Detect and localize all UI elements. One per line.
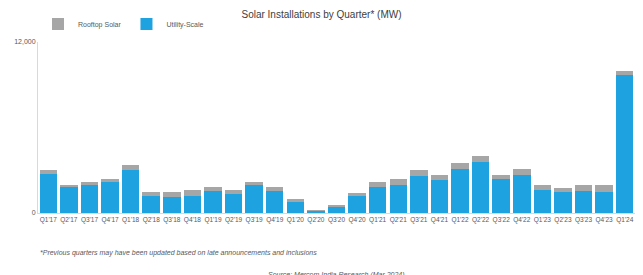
svg-text:Q4'22: Q4'22 [513, 216, 531, 224]
svg-text:Source: Mercom India Research: Source: Mercom India Research (Mar 2024) [268, 271, 405, 275]
svg-text:0: 0 [32, 209, 36, 216]
svg-text:Q4'19: Q4'19 [266, 216, 284, 224]
svg-text:Q4'20: Q4'20 [349, 216, 367, 224]
svg-text:Q3'19: Q3'19 [246, 216, 264, 224]
svg-text:Q1'19: Q1'19 [204, 216, 222, 224]
svg-text:Q1'22: Q1'22 [451, 216, 469, 224]
svg-text:12,000: 12,000 [14, 38, 36, 45]
svg-text:*Previous quarters may have be: *Previous quarters may have been updated… [40, 249, 317, 257]
svg-text:Solar Installations by Quarter: Solar Installations by Quarter* (MW) [241, 9, 401, 20]
svg-text:Q2'18: Q2'18 [143, 216, 161, 224]
svg-text:Q1'18: Q1'18 [122, 216, 140, 224]
svg-text:Q3'18: Q3'18 [163, 216, 181, 224]
svg-text:Q1'24: Q1'24 [616, 216, 634, 224]
svg-text:Q2'21: Q2'21 [390, 216, 408, 224]
svg-text:Q1'20: Q1'20 [287, 216, 305, 224]
svg-text:Q2'19: Q2'19 [225, 216, 243, 224]
svg-text:Utility-Scale: Utility-Scale [166, 21, 203, 29]
svg-text:Q2'17: Q2'17 [60, 216, 78, 224]
svg-text:Q3'17: Q3'17 [81, 216, 99, 224]
svg-text:Q4'17: Q4'17 [101, 216, 119, 224]
svg-text:Rooftop Solar: Rooftop Solar [78, 21, 121, 29]
svg-text:Q2'20: Q2'20 [307, 216, 325, 224]
svg-text:Q2'22: Q2'22 [472, 216, 490, 224]
svg-text:Q2'23: Q2'23 [554, 216, 572, 224]
svg-text:Q4'23: Q4'23 [596, 216, 614, 224]
svg-text:Q4'18: Q4'18 [184, 216, 202, 224]
svg-text:Q1'21: Q1'21 [369, 216, 387, 224]
svg-text:Q3'23: Q3'23 [575, 216, 593, 224]
svg-text:Q3'20: Q3'20 [328, 216, 346, 224]
svg-text:Q4'21: Q4'21 [431, 216, 449, 224]
svg-text:Q3'22: Q3'22 [493, 216, 511, 224]
svg-text:Q1'23: Q1'23 [534, 216, 552, 224]
svg-text:Q1'17: Q1'17 [40, 216, 58, 224]
svg-text:Q3'21: Q3'21 [410, 216, 428, 224]
